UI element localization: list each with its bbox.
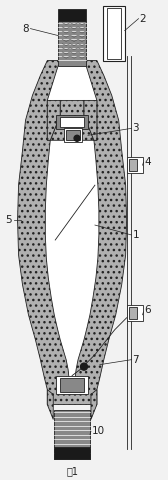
Bar (56, 115, 88, 129)
Circle shape (80, 363, 88, 370)
Bar (103, 6, 125, 60)
Bar (60, 378, 84, 392)
Text: 7: 7 (133, 355, 139, 365)
Bar (129, 159, 137, 171)
Text: 6: 6 (144, 305, 151, 315)
Polygon shape (47, 100, 60, 140)
Polygon shape (45, 140, 99, 380)
Polygon shape (47, 65, 97, 140)
Polygon shape (17, 60, 127, 405)
Bar (60, 117, 84, 127)
Bar (64, 128, 82, 142)
Text: 1: 1 (133, 230, 139, 240)
Text: 8: 8 (23, 24, 29, 34)
Text: 图1: 图1 (66, 467, 78, 476)
Text: 10: 10 (92, 426, 105, 436)
Bar (58, 21, 86, 65)
Text: 2: 2 (140, 13, 146, 24)
Bar (54, 409, 90, 459)
Bar (66, 130, 80, 140)
Bar (129, 307, 137, 319)
Text: 4: 4 (144, 157, 151, 167)
Text: 3: 3 (133, 123, 139, 133)
Polygon shape (47, 390, 53, 420)
Bar (54, 447, 90, 459)
Bar (127, 305, 142, 321)
Bar (107, 8, 121, 59)
Polygon shape (84, 100, 97, 140)
Polygon shape (91, 390, 97, 420)
Circle shape (74, 135, 80, 141)
Bar (56, 376, 88, 394)
Bar (127, 157, 142, 173)
Bar (58, 9, 86, 21)
Text: 5: 5 (6, 215, 12, 225)
